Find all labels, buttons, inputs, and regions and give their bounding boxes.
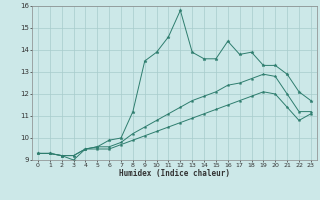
X-axis label: Humidex (Indice chaleur): Humidex (Indice chaleur) xyxy=(119,169,230,178)
